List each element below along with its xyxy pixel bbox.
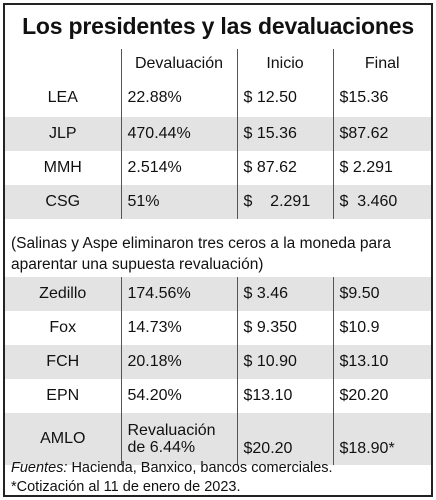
president-name: MMH	[5, 151, 122, 185]
start-value: $ 9.350	[236, 311, 334, 345]
devaluation-value: 174.56%	[120, 277, 238, 311]
sources-text: Hacienda, Banxico, bancos comerciales.	[67, 460, 333, 476]
start-value: $ 10.90	[236, 345, 334, 379]
president-name: Fox	[5, 311, 122, 345]
president-name: JLP	[5, 117, 122, 151]
president-name: FCH	[5, 345, 122, 379]
end-value: $ 2.291	[332, 151, 431, 185]
table-presidents-before: Devaluación Inicio Final LEA 22.88% $ 12…	[5, 49, 431, 219]
devaluation-value: 20.18%	[120, 345, 238, 379]
header-devaluation: Devaluación	[120, 49, 238, 79]
president-name: Zedillo	[5, 277, 122, 311]
table-row: LEA 22.88% $ 12.50 $15.36	[5, 79, 431, 117]
end-value: $ 3.460	[332, 185, 431, 219]
header-start: Inicio	[236, 49, 334, 79]
president-name: AMLO	[5, 413, 122, 465]
sources-line: Fuentes: Hacienda, Banxico, bancos comer…	[11, 459, 425, 478]
table-row: JLP 470.44% $ 15.36 $87.62	[5, 117, 431, 151]
table-row: Zedillo 174.56% $ 3.46 $9.50	[5, 277, 431, 311]
table-header: Devaluación Inicio Final	[5, 49, 431, 79]
revaluation-line-2: de 6.44%	[127, 439, 196, 456]
table-row: MMH 2.514% $ 87.62 $ 2.291	[5, 151, 431, 185]
sources-label: Fuentes:	[11, 460, 68, 476]
start-value: $ 12.50	[236, 79, 334, 117]
table-presidents-after: Zedillo 174.56% $ 3.46 $9.50 Fox 14.73% …	[5, 277, 431, 465]
infographic-card: Los presidentes y las devaluaciones Deva…	[3, 3, 433, 497]
start-value: $ 2.291	[236, 185, 334, 219]
end-value: $87.62	[332, 117, 431, 151]
end-value: $9.50	[332, 277, 431, 311]
start-value: $ 3.46	[236, 277, 334, 311]
page-title: Los presidentes y las devaluaciones	[22, 12, 414, 39]
end-value: $20.20	[332, 379, 431, 413]
devaluation-value: 51%	[120, 185, 238, 219]
footer: Fuentes: Hacienda, Banxico, bancos comer…	[5, 457, 431, 499]
header-end: Final	[332, 49, 431, 79]
end-value: $18.90*	[332, 413, 431, 465]
note-text: (Salinas y Aspe eliminaron tres ceros a …	[11, 235, 391, 273]
devaluation-value: 54.20%	[120, 379, 238, 413]
revaluation-line-1: Revaluación	[127, 422, 216, 439]
president-name: LEA	[5, 79, 122, 117]
end-value: $15.36	[332, 79, 431, 117]
president-name: EPN	[5, 379, 122, 413]
quote-note: *Cotización al 11 de enero de 2023.	[11, 479, 241, 495]
devaluation-value: 470.44%	[120, 117, 238, 151]
end-value: $10.9	[332, 311, 431, 345]
president-name: CSG	[5, 185, 122, 219]
start-value: $13.10	[236, 379, 334, 413]
table-row: Fox 14.73% $ 9.350 $10.9	[5, 311, 431, 345]
table-row: FCH 20.18% $ 10.90 $13.10	[5, 345, 431, 379]
table-row: CSG 51% $ 2.291 $ 3.460	[5, 185, 431, 219]
devaluation-value: 14.73%	[120, 311, 238, 345]
devaluation-value: 2.514%	[120, 151, 238, 185]
table-row: AMLO Revaluación de 6.44% $20.20 $18.90*	[5, 413, 431, 465]
header-name	[5, 49, 122, 79]
devaluation-value: 22.88%	[120, 79, 238, 117]
start-value: $ 15.36	[236, 117, 334, 151]
table-row: EPN 54.20% $13.10 $20.20	[5, 379, 431, 413]
start-value: $20.20	[236, 413, 334, 465]
end-value: $13.10	[332, 345, 431, 379]
start-value: $ 87.62	[236, 151, 334, 185]
